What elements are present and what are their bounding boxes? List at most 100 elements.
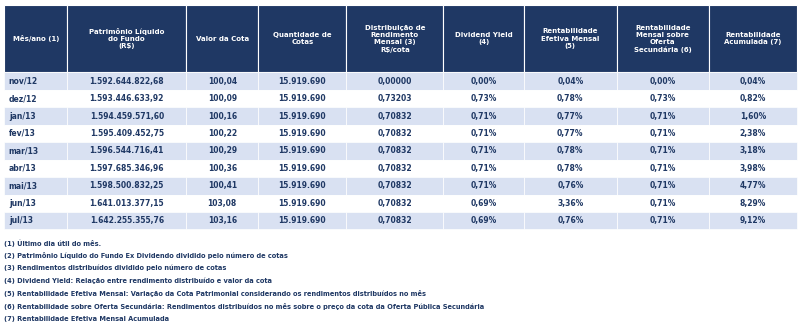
Text: 1.598.500.832,25: 1.598.500.832,25 [90,181,164,190]
Bar [67,212,186,229]
Text: 1.594.459.571,60: 1.594.459.571,60 [90,112,164,121]
Text: (7) Rentabilidade Efetiva Mensal Acumulada: (7) Rentabilidade Efetiva Mensal Acumula… [4,316,169,322]
Bar [524,90,617,107]
Bar [524,107,617,125]
Bar [443,5,524,72]
Bar [617,212,709,229]
Text: Rentabilidade
Mensal sobre
Oferta
Secundária (6): Rentabilidade Mensal sobre Oferta Secund… [634,24,691,53]
Bar [346,160,443,177]
Text: 100,16: 100,16 [207,112,237,121]
Bar [4,212,67,229]
Text: 0,76%: 0,76% [557,216,584,225]
Bar [186,107,259,125]
Text: 100,36: 100,36 [207,164,237,173]
Bar [259,160,346,177]
Bar [4,5,67,72]
Bar [617,107,709,125]
Text: 8,29%: 8,29% [740,199,767,208]
Text: 0,71%: 0,71% [470,164,497,173]
Text: 0,70832: 0,70832 [377,164,412,173]
Text: (6) Rentabilidade sobre Oferta Secundária: Rendimentos distribuídos no mês sobre: (6) Rentabilidade sobre Oferta Secundári… [4,303,485,310]
Bar [346,177,443,195]
Text: 100,41: 100,41 [207,181,237,190]
Text: jan/13: jan/13 [9,112,35,121]
Text: 0,73%: 0,73% [650,94,676,103]
Text: 1,60%: 1,60% [740,112,766,121]
Text: dez/12: dez/12 [9,94,38,103]
Text: nov/12: nov/12 [9,77,38,85]
Bar [4,195,67,212]
Bar [186,5,259,72]
Text: 0,78%: 0,78% [557,94,584,103]
Bar [617,177,709,195]
Text: 0,70832: 0,70832 [377,199,412,208]
Bar [443,160,524,177]
Bar [524,142,617,160]
Text: 0,71%: 0,71% [650,112,676,121]
Text: 15.919.690: 15.919.690 [279,181,326,190]
Text: Dividend Yield
(4): Dividend Yield (4) [455,32,513,45]
Text: Mês/ano (1): Mês/ano (1) [13,35,59,42]
Bar [67,160,186,177]
Text: 1.593.446.633,92: 1.593.446.633,92 [90,94,164,103]
Bar [4,125,67,142]
Bar [443,177,524,195]
Bar [4,177,67,195]
Bar [186,90,259,107]
Bar [4,160,67,177]
Text: (5) Rentabilidade Efetiva Mensal: Variação da Cota Patrimonial considerando os r: (5) Rentabilidade Efetiva Mensal: Variaç… [4,290,426,297]
Text: Rentabilidade
Acumulada (7): Rentabilidade Acumulada (7) [724,32,782,45]
Bar [443,142,524,160]
Bar [186,212,259,229]
Bar [709,107,797,125]
Bar [524,72,617,90]
Bar [346,125,443,142]
Text: 0,04%: 0,04% [557,77,583,85]
Bar [346,90,443,107]
Text: 3,18%: 3,18% [740,146,767,155]
Bar [524,212,617,229]
Bar [259,212,346,229]
Text: 0,71%: 0,71% [650,181,676,190]
Bar [709,195,797,212]
Text: 0,70832: 0,70832 [377,216,412,225]
Bar [443,212,524,229]
Text: (3) Rendimentos distribuídos dividido pelo número de cotas: (3) Rendimentos distribuídos dividido pe… [4,265,227,271]
Text: 0,78%: 0,78% [557,164,584,173]
Bar [186,160,259,177]
Text: 103,08: 103,08 [207,199,237,208]
Text: 4,77%: 4,77% [740,181,767,190]
Text: 0,76%: 0,76% [557,181,584,190]
Bar [346,72,443,90]
Text: Quantidade de
Cotas: Quantidade de Cotas [273,32,332,45]
Bar [346,142,443,160]
Text: 1.642.255.355,76: 1.642.255.355,76 [90,216,164,225]
Bar [617,160,709,177]
Text: abr/13: abr/13 [9,164,37,173]
Text: 0,70832: 0,70832 [377,112,412,121]
Text: jul/13: jul/13 [9,216,33,225]
Text: 15.919.690: 15.919.690 [279,164,326,173]
Text: 1.597.685.346,96: 1.597.685.346,96 [90,164,164,173]
Text: 0,00%: 0,00% [470,77,497,85]
Text: 0,00%: 0,00% [650,77,676,85]
Text: 100,04: 100,04 [207,77,237,85]
Bar [443,107,524,125]
Text: jun/13: jun/13 [9,199,36,208]
Bar [617,5,709,72]
Text: 0,71%: 0,71% [470,112,497,121]
Text: 15.919.690: 15.919.690 [279,129,326,138]
Text: 0,77%: 0,77% [557,129,584,138]
Bar [4,72,67,90]
Text: 0,71%: 0,71% [650,216,676,225]
Text: 0,73%: 0,73% [470,94,497,103]
Bar [67,5,186,72]
Bar [67,90,186,107]
Text: 15.919.690: 15.919.690 [279,77,326,85]
Bar [259,90,346,107]
Bar [443,125,524,142]
Bar [346,107,443,125]
Text: 0,71%: 0,71% [650,164,676,173]
Text: (1) Último dia útil do mês.: (1) Último dia útil do mês. [4,240,101,247]
Bar [67,195,186,212]
